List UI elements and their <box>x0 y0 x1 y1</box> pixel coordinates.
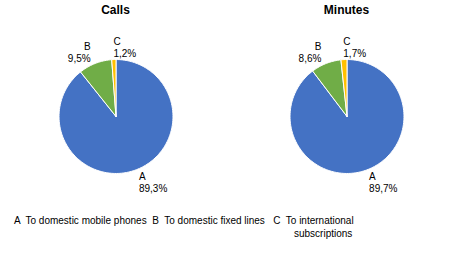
html-text:Calls: Calls <box>101 3 130 17</box>
svg-text:A89,3%: A89,3% <box>139 171 167 194</box>
svg-text:B9,5%: B9,5% <box>68 41 91 64</box>
svg-text:C1,7%: C1,7% <box>343 36 366 59</box>
svg-text:A89,7%: A89,7% <box>369 171 397 194</box>
html-text:A To domestic mobile phones B: A To domestic mobile phones B To domesti… <box>14 215 354 226</box>
svg-text:B8,6%: B8,6% <box>299 41 322 64</box>
svg-text:C1,2%: C1,2% <box>113 36 136 59</box>
html-text:Minutes: Minutes <box>323 3 370 17</box>
html-text:subscriptions: subscriptions <box>294 228 353 239</box>
